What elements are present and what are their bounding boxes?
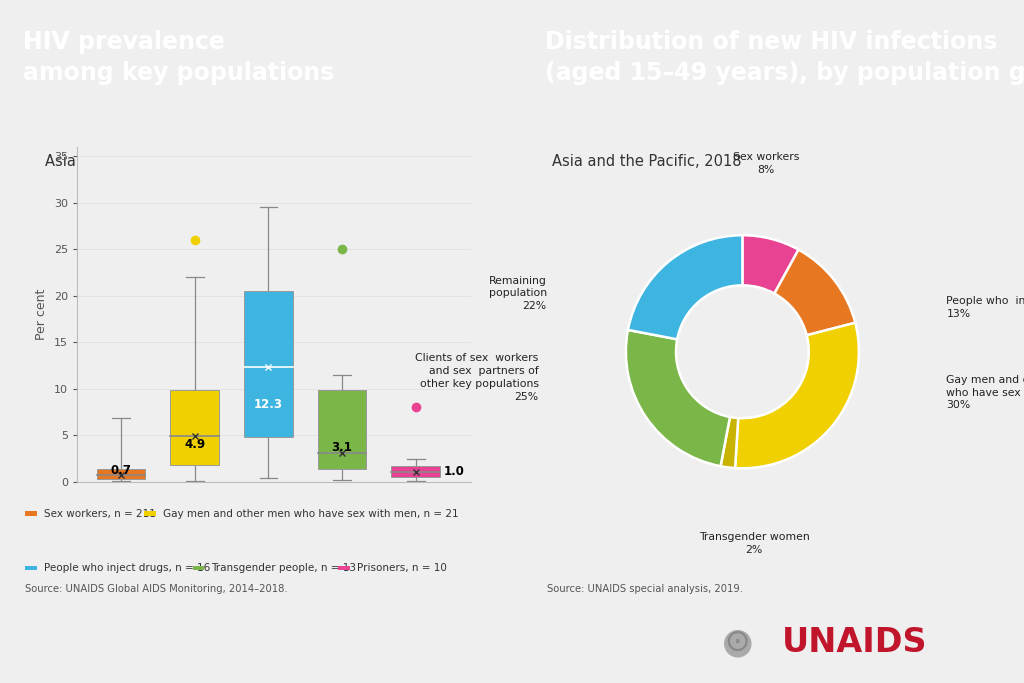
Wedge shape xyxy=(721,417,738,468)
Text: 3.1: 3.1 xyxy=(332,441,352,454)
Text: UNAIDS: UNAIDS xyxy=(782,626,928,658)
Text: Transgender people, n = 13: Transgender people, n = 13 xyxy=(211,563,356,573)
Text: ●: ● xyxy=(722,625,753,659)
Text: Source: UNAIDS Global AIDS Monitoring, 2014–2018.: Source: UNAIDS Global AIDS Monitoring, 2… xyxy=(25,585,288,594)
Text: 4.9: 4.9 xyxy=(184,438,205,451)
Text: 12.3: 12.3 xyxy=(254,398,283,410)
Bar xyxy=(170,391,219,465)
Bar xyxy=(193,566,204,570)
Bar xyxy=(26,566,37,570)
Bar xyxy=(391,466,440,477)
Y-axis label: Per cent: Per cent xyxy=(35,288,48,340)
Wedge shape xyxy=(735,323,859,469)
Wedge shape xyxy=(626,330,730,466)
Wedge shape xyxy=(774,250,855,335)
Text: 0.7: 0.7 xyxy=(111,464,131,477)
Bar xyxy=(317,391,367,469)
Text: Asia and the Pacific, 2014–2018: Asia and the Pacific, 2014–2018 xyxy=(45,154,280,169)
Wedge shape xyxy=(628,235,742,339)
Text: 1.0: 1.0 xyxy=(443,465,465,478)
Text: Sex workers, n = 211: Sex workers, n = 211 xyxy=(44,509,156,518)
Text: Remaining
population
22%: Remaining population 22% xyxy=(488,276,547,311)
Text: Distribution of new HIV infections
(aged 15–49 years), by population group: Distribution of new HIV infections (aged… xyxy=(545,30,1024,85)
Bar xyxy=(144,512,156,516)
Text: Clients of sex  workers
and sex  partners of
other key populations
25%: Clients of sex workers and sex partners … xyxy=(416,353,539,402)
Bar xyxy=(244,291,293,437)
Text: Sex workers
8%: Sex workers 8% xyxy=(732,152,799,175)
Text: People who inject drugs, n = 16: People who inject drugs, n = 16 xyxy=(44,563,210,573)
Text: Gay men and other men who have sex with men, n = 21: Gay men and other men who have sex with … xyxy=(163,509,458,518)
Wedge shape xyxy=(742,235,799,294)
Bar xyxy=(338,566,349,570)
Text: HIV prevalence
among key populations: HIV prevalence among key populations xyxy=(23,30,334,85)
Bar xyxy=(26,512,37,516)
Text: Gay men and other men
who have sex with men
30%: Gay men and other men who have sex with … xyxy=(946,375,1024,410)
Text: Asia and the Pacific, 2018: Asia and the Pacific, 2018 xyxy=(552,154,741,169)
Text: People who  inject drugs
13%: People who inject drugs 13% xyxy=(946,296,1024,319)
Text: Source: UNAIDS special analysis, 2019.: Source: UNAIDS special analysis, 2019. xyxy=(547,585,743,594)
Text: Prisoners, n = 10: Prisoners, n = 10 xyxy=(356,563,446,573)
Bar xyxy=(96,469,145,479)
Text: Transgender women
2%: Transgender women 2% xyxy=(698,532,809,555)
Text: ⊙: ⊙ xyxy=(725,628,750,656)
